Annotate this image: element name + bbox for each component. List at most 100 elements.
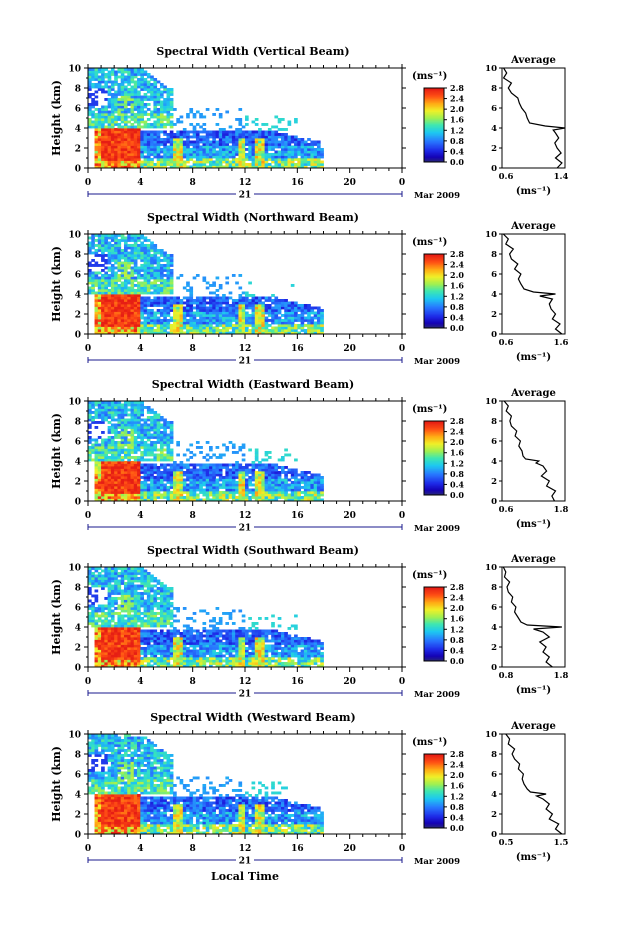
heatmap-cell: [163, 299, 167, 302]
heatmap-cell: [290, 309, 295, 312]
heatmap-cell: [310, 160, 315, 164]
heatmap-cell: [238, 108, 243, 111]
heatmap-cell: [94, 466, 99, 469]
heatmap-cell: [133, 493, 138, 497]
heatmap-cell: [133, 254, 138, 257]
heatmap-cell: [101, 155, 105, 159]
heatmap-cell: [179, 311, 184, 315]
heatmap-cell: [163, 456, 167, 459]
heatmap-cell: [300, 481, 305, 484]
heatmap-cell: [222, 491, 226, 494]
heatmap-cell: [212, 473, 216, 477]
heatmap-cell: [218, 316, 223, 320]
heatmap-cell: [153, 488, 158, 492]
heatmap-cell: [264, 155, 269, 159]
colorbar-swatch: [424, 289, 444, 292]
heatmap-cell: [123, 423, 128, 427]
heatmap-cell: [169, 493, 174, 497]
heatmap-cell: [107, 115, 112, 119]
heatmap-cell: [114, 476, 118, 479]
heatmap-cell: [163, 426, 167, 429]
heatmap-cell: [267, 481, 272, 484]
heatmap-cell: [169, 441, 174, 444]
heatmap-cell: [205, 481, 210, 484]
heatmap-cell: [173, 473, 177, 477]
heatmap-cell: [127, 488, 131, 492]
heatmap-cell: [241, 291, 246, 295]
heatmap-cell: [133, 266, 138, 270]
colorbar-swatch: [424, 491, 444, 493]
heatmap-cell: [182, 306, 187, 310]
heatmap-cell: [130, 428, 135, 432]
heatmap-cell: [153, 498, 158, 502]
colorbar-tick-label: 1.2: [450, 125, 464, 135]
heatmap-cell: [137, 128, 141, 131]
heatmap-cell: [169, 331, 174, 335]
heatmap-cell: [215, 314, 220, 317]
heatmap-cell: [307, 160, 311, 164]
heatmap-cell: [101, 145, 105, 149]
heatmap-cell: [114, 98, 118, 101]
heatmap-cell: [254, 158, 259, 161]
heatmap-cell: [110, 68, 115, 71]
heatmap-cell: [258, 476, 262, 479]
heatmap-cell: [133, 431, 138, 434]
heatmap-cell: [303, 488, 308, 492]
heatmap-cell: [153, 466, 158, 469]
heatmap-cell: [130, 401, 135, 404]
heatmap-cell: [88, 281, 92, 285]
heatmap-cell: [166, 120, 171, 124]
heatmap-cell: [137, 291, 141, 295]
heatmap-cell: [254, 478, 259, 482]
heatmap-cell: [189, 148, 194, 151]
heatmap-cell: [280, 314, 285, 317]
heatmap-cell: [107, 120, 112, 124]
heatmap-cell: [123, 483, 128, 487]
heatmap-cell: [313, 491, 318, 494]
heatmap-cell: [287, 150, 292, 154]
heatmap-cell: [222, 301, 226, 305]
heatmap-cell: [258, 304, 262, 307]
heatmap-cell: [127, 294, 131, 297]
heatmap-cell: [140, 108, 144, 111]
heatmap-cell: [189, 304, 194, 307]
heatmap-cell: [218, 301, 223, 305]
heatmap-cell: [284, 498, 288, 502]
heatmap-cell: [123, 473, 128, 477]
heatmap-cell: [94, 306, 99, 310]
heatmap-cell: [110, 324, 115, 327]
heatmap-cell: [320, 319, 324, 322]
heatmap-cell: [313, 321, 318, 325]
heatmap-cell: [267, 306, 272, 310]
heatmap-cell: [150, 448, 154, 452]
heatmap-cell: [153, 496, 158, 499]
heatmap-cell: [110, 73, 115, 76]
heatmap-cell: [123, 421, 128, 424]
heatmap-cell: [248, 476, 252, 479]
heatmap-cell: [303, 331, 308, 335]
heatmap-cell: [245, 488, 249, 492]
heatmap-cell: [117, 496, 122, 499]
heatmap-cell: [245, 299, 249, 302]
heatmap-cell: [150, 125, 154, 129]
average-y-tick-label: 2: [491, 144, 497, 154]
heatmap-cell: [258, 319, 262, 322]
heatmap-cell: [264, 158, 269, 161]
heatmap-cell: [127, 471, 131, 474]
heatmap-cell: [104, 408, 109, 412]
heatmap-cell: [248, 314, 252, 317]
heatmap-cell: [143, 458, 148, 462]
heatmap-cell: [205, 488, 210, 492]
heatmap-cell: [169, 103, 174, 106]
heatmap-cell: [156, 423, 161, 427]
heatmap-cell: [97, 279, 102, 282]
heatmap-cell: [274, 473, 279, 477]
average-y-tick-label: 8: [491, 250, 497, 260]
heatmap-cell: [163, 133, 167, 136]
heatmap-cell: [215, 481, 220, 484]
heatmap-cell: [218, 158, 223, 161]
heatmap-cell: [130, 319, 135, 322]
heatmap-cell: [133, 85, 138, 89]
heatmap-cell: [153, 261, 158, 265]
colorbar-swatch: [424, 107, 444, 110]
